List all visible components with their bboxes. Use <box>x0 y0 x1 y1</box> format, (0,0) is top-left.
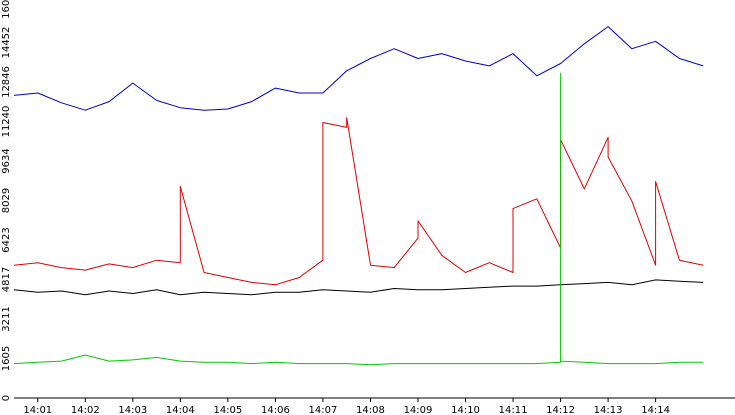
x-tick-label: 14:05 <box>213 405 242 415</box>
series-line-3 <box>13 279 704 296</box>
y-tick-label: 0 <box>1 395 12 401</box>
plot-area <box>13 26 704 366</box>
y-tick-label: 8029 <box>1 188 12 213</box>
x-tick-label: 14:01 <box>23 405 52 415</box>
series-line-4 <box>13 72 704 366</box>
series-line-1 <box>13 26 704 111</box>
x-tick-label: 14:07 <box>309 405 338 415</box>
y-tick-label: 12846 <box>1 66 12 98</box>
x-tick-label: 14:04 <box>166 405 195 415</box>
x-tick-label: 14:06 <box>261 405 290 415</box>
x-tick-label: 14:10 <box>451 405 480 415</box>
y-tick-label: 9634 <box>1 148 12 173</box>
y-tick-label: 6423 <box>1 227 12 252</box>
x-tick-label: 14:12 <box>546 405 575 415</box>
y-tick-label: 14452 <box>1 27 12 59</box>
x-tick-label: 14:03 <box>118 405 147 415</box>
x-tick-label: 14:09 <box>404 405 433 415</box>
series-line-2 <box>13 117 704 286</box>
y-axis: 0 1605 3211 4817 6423 8029 9634 11240 12846 14452… <box>1 0 12 401</box>
x-tick-label: 14:14 <box>641 405 670 415</box>
y-tick-label: 1605 <box>1 346 12 371</box>
x-axis: 14:01 14:02 14:03 14:04 14:05 14:06 14:07 14:08… <box>23 398 670 415</box>
y-tick-label: 11240 <box>1 106 12 138</box>
x-tick-label: 14:11 <box>499 405 528 415</box>
y-tick-label: 16058 <box>1 0 12 19</box>
y-tick-label: 3211 <box>1 306 12 331</box>
x-tick-label: 14:02 <box>71 405 100 415</box>
x-tick-label: 14:13 <box>594 405 623 415</box>
y-tick-label: 4817 <box>1 267 12 292</box>
x-tick-label: 14:08 <box>356 405 385 415</box>
